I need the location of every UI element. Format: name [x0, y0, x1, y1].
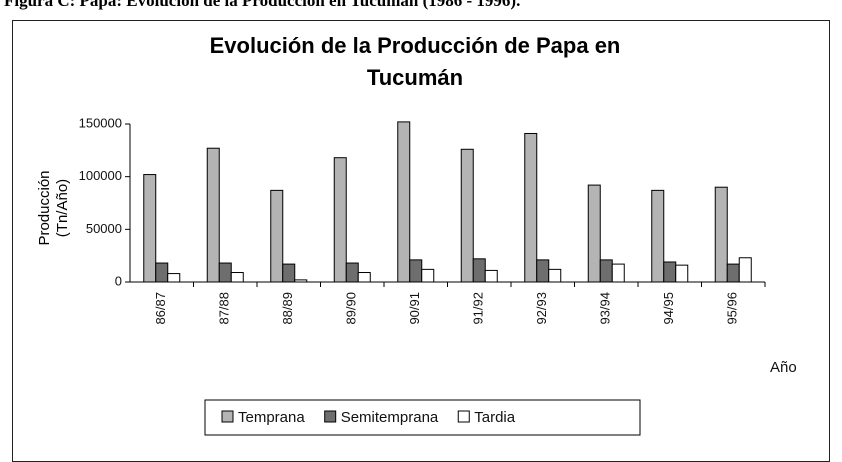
bar	[333, 157, 347, 283]
x-axis-label: Año	[770, 359, 797, 376]
x-tick-label: 93/94	[598, 292, 613, 325]
x-tick-label: 92/93	[534, 292, 549, 325]
bar	[421, 268, 435, 283]
x-tick-label: 91/92	[471, 292, 486, 325]
bar	[282, 263, 296, 283]
bar	[357, 272, 371, 283]
x-tick-label: 86/87	[153, 292, 168, 325]
bar	[345, 262, 359, 283]
bar	[548, 268, 562, 283]
bar	[587, 184, 601, 283]
x-tick-label: 89/90	[344, 292, 359, 325]
y-tick-label: 100000	[79, 168, 122, 183]
bar	[143, 174, 157, 283]
page: Figura C: Papa: Evolución de la Producci…	[4, 0, 830, 462]
bar	[167, 273, 181, 283]
legend-label: Semitemprana	[341, 409, 439, 426]
bar	[599, 259, 613, 283]
y-tick-label: 50000	[86, 221, 122, 236]
bar	[206, 147, 220, 283]
y-tick-label: 0	[115, 273, 122, 288]
legend-label: Temprana	[238, 409, 305, 426]
bar	[218, 262, 232, 283]
legend-label: Tardia	[474, 409, 516, 426]
legend-swatch	[457, 410, 470, 423]
legend-box	[204, 399, 641, 436]
x-tick-label: 90/91	[407, 292, 422, 325]
bar	[270, 189, 284, 283]
legend-swatch	[324, 410, 337, 423]
x-tick-label: 87/88	[217, 292, 232, 325]
bar	[484, 269, 498, 283]
bar	[460, 148, 474, 283]
bar	[230, 272, 244, 283]
bar	[738, 257, 752, 283]
x-tick-label: 88/89	[280, 292, 295, 325]
bar	[726, 263, 740, 283]
bar	[663, 261, 677, 283]
bar	[536, 259, 550, 283]
caption: Figura C: Papa: Evolución de la Producci…	[4, 0, 521, 10]
bar	[472, 258, 486, 283]
bar	[651, 189, 665, 283]
bar	[675, 264, 689, 283]
bar	[155, 262, 169, 283]
bar	[294, 279, 308, 283]
bar	[524, 132, 538, 283]
x-tick-label: 95/96	[725, 292, 740, 325]
y-tick-label: 150000	[79, 115, 122, 130]
x-tick-label: 94/95	[661, 292, 676, 325]
bar	[409, 259, 423, 283]
chart-title: Evolución de la Producción de Papa en Tu…	[209, 33, 621, 90]
chart: 0 50000 100000 150000 86/87 87/88 88/89 89/90 90…	[79, 115, 797, 436]
bar	[714, 186, 728, 283]
legend-swatch	[221, 410, 234, 423]
bar	[397, 121, 411, 283]
bar	[611, 263, 625, 283]
